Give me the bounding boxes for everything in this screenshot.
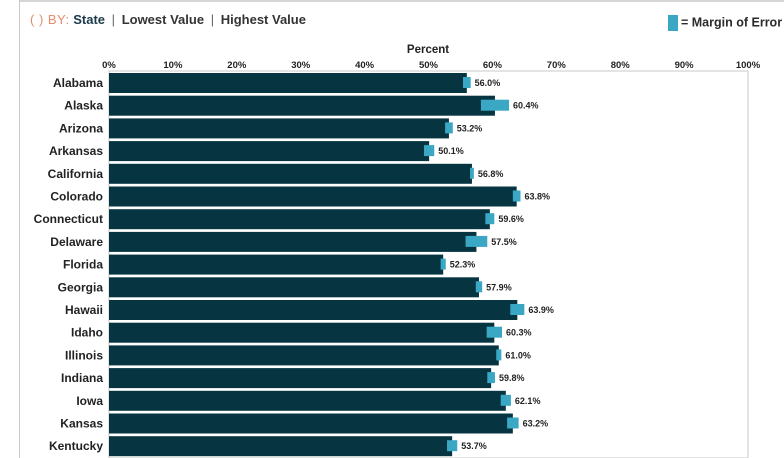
category-label: Arkansas [49,144,103,158]
margin-of-error-marker [424,145,435,157]
sort-lowest-value-option[interactable]: Lowest Value [121,12,205,27]
data-label: 60.3% [506,328,532,338]
sort-separator: | [111,12,116,27]
bar [109,141,430,162]
category-label: Indiana [61,371,103,385]
x-tick-label: 0% [102,60,116,71]
margin-of-error-marker [463,77,471,88]
category-label: Delaware [50,235,103,249]
data-label: 56.0% [475,78,501,88]
x-axis-title: Percent [407,44,449,56]
category-label: Alabama [53,76,103,90]
margin-of-error-marker [485,213,495,225]
category-label: Illinois [65,348,103,362]
margin-of-error-marker [500,394,511,406]
x-tick-label: 100% [736,60,761,71]
x-tick-label: 40% [355,60,375,71]
data-label: 56.8% [478,169,504,179]
category-label: Hawaii [65,303,103,317]
bar [109,118,449,139]
sort-by-state-option[interactable]: State [73,12,106,27]
bar [109,254,444,275]
bar [109,186,517,207]
x-tick-label: 60% [483,60,503,71]
data-label: 50.1% [438,146,464,156]
top-border [20,0,784,2]
sort-separator: | [210,12,215,27]
data-label: 57.5% [491,237,517,247]
bar [109,95,495,116]
x-tick-label: 30% [291,60,311,71]
bar [109,209,490,230]
margin-of-error-marker [465,235,488,247]
margin-of-error-marker [447,440,458,452]
bar [109,436,453,457]
category-label: Kentucky [49,439,103,453]
left-border [19,0,20,458]
x-tick-label: 70% [547,60,567,71]
data-label: 53.7% [461,441,487,451]
category-label: Connecticut [34,212,103,226]
data-label: 62.1% [515,396,541,406]
margin-of-error-marker [440,258,446,270]
margin-of-error-marker [470,167,474,179]
margin-of-error-swatch [668,15,678,31]
data-label: 63.8% [525,192,551,202]
x-tick-label: 10% [163,60,183,71]
category-label: Iowa [76,394,103,408]
category-label: Georgia [58,280,104,294]
bar [109,73,467,93]
x-tick-label: 20% [227,60,247,71]
margin-of-error-marker [510,304,525,315]
margin-of-error-marker [512,190,521,202]
bar [109,368,492,389]
data-label: 61.0% [505,350,531,360]
x-tick-label: 50% [419,60,439,71]
bar [109,390,506,411]
bar [109,413,513,434]
bar [109,300,518,320]
data-label: 59.6% [498,214,524,224]
bar [109,322,495,343]
legend-label: = Margin of Error [681,15,783,30]
data-label: 57.9% [486,282,512,292]
margin-of-error-marker [445,122,453,134]
sort-controls: ( ) BY: State | Lowest Value | Highest V… [30,12,306,30]
bar [109,345,499,366]
margin-of-error-marker [480,99,510,111]
bar [109,231,477,252]
margin-of-error-marker [487,372,495,384]
data-label: 52.3% [450,260,476,270]
category-label: California [48,167,104,181]
margin-of-error-marker [475,281,483,293]
margin-of-error-marker [496,349,502,361]
x-tick-label: 90% [675,60,695,71]
sort-highest-value-option[interactable]: Highest Value [220,12,306,27]
category-label: Alaska [64,99,103,113]
x-tick-label: 80% [611,60,631,71]
margin-of-error-marker [507,417,519,429]
data-label: 60.4% [513,101,539,111]
category-label: Florida [63,258,103,272]
data-label: 63.2% [523,419,549,429]
category-label: Arizona [59,121,103,135]
data-label: 59.8% [499,373,525,383]
bar [109,277,479,298]
bar [109,163,472,184]
category-label: Idaho [71,326,103,340]
data-label: 53.2% [457,123,483,133]
category-label: Kansas [60,417,103,431]
sort-prefix: ( ) BY: [30,12,70,27]
category-label: Colorado [50,190,103,204]
margin-of-error-marker [486,326,502,338]
data-label: 63.9% [528,305,554,315]
legend: = Margin of Error [668,15,782,33]
